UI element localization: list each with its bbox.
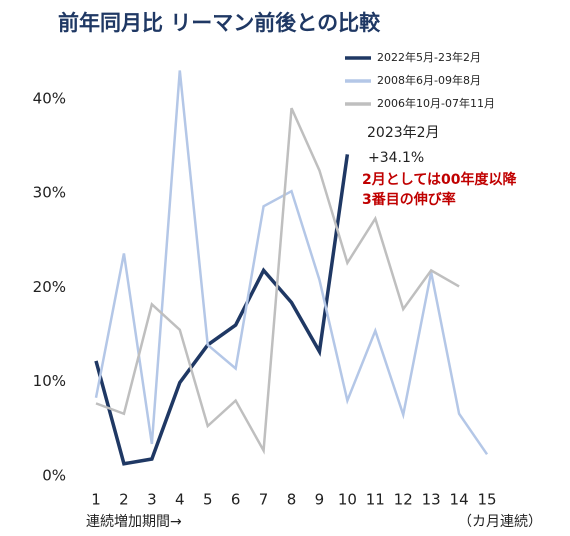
series-line (95, 107, 460, 455)
x-tick-label: 15 (477, 491, 496, 509)
annotation: 2023年2月 (367, 125, 440, 141)
x-tick-label: 14 (450, 491, 469, 509)
x-tick-label: 10 (338, 491, 357, 509)
x-tick-label: 2 (119, 491, 129, 509)
x-tick-label: 13 (422, 491, 441, 509)
legend-label: 2006年10月-07年11月 (377, 96, 495, 110)
y-tick-label: 0% (42, 467, 66, 485)
x-tick-label: 3 (147, 491, 157, 509)
legend-label: 2008年6月-09年8月 (377, 73, 481, 87)
series-line (94, 154, 350, 466)
x-unit-label: （カ月連続） (458, 513, 542, 530)
x-axis-label: 連続増加期間→ (86, 513, 182, 530)
y-tick-label: 30% (33, 184, 66, 202)
x-tick-label: 12 (394, 491, 413, 509)
annotation: 3番目の伸び率 (362, 191, 456, 208)
x-tick-label: 1 (91, 491, 101, 509)
y-tick-label: 20% (33, 278, 66, 296)
x-tick-label: 11 (366, 491, 385, 509)
legend-label: 2022年5月-23年2月 (377, 50, 481, 64)
x-tick-label: 8 (287, 491, 297, 509)
y-tick-label: 10% (33, 372, 66, 390)
x-tick-label: 9 (315, 491, 325, 509)
x-tick-label: 4 (175, 491, 185, 509)
x-tick-label: 5 (203, 491, 213, 509)
x-tick-label: 7 (259, 491, 269, 509)
x-tick-label: 6 (231, 491, 241, 509)
series-line (94, 70, 489, 456)
y-tick-label: 40% (33, 89, 66, 107)
chart-title: 前年同月比 リーマン前後との比較 (58, 11, 381, 35)
annotation: +34.1% (368, 150, 424, 166)
annotation: 2月としては00年度以降 (362, 171, 518, 188)
